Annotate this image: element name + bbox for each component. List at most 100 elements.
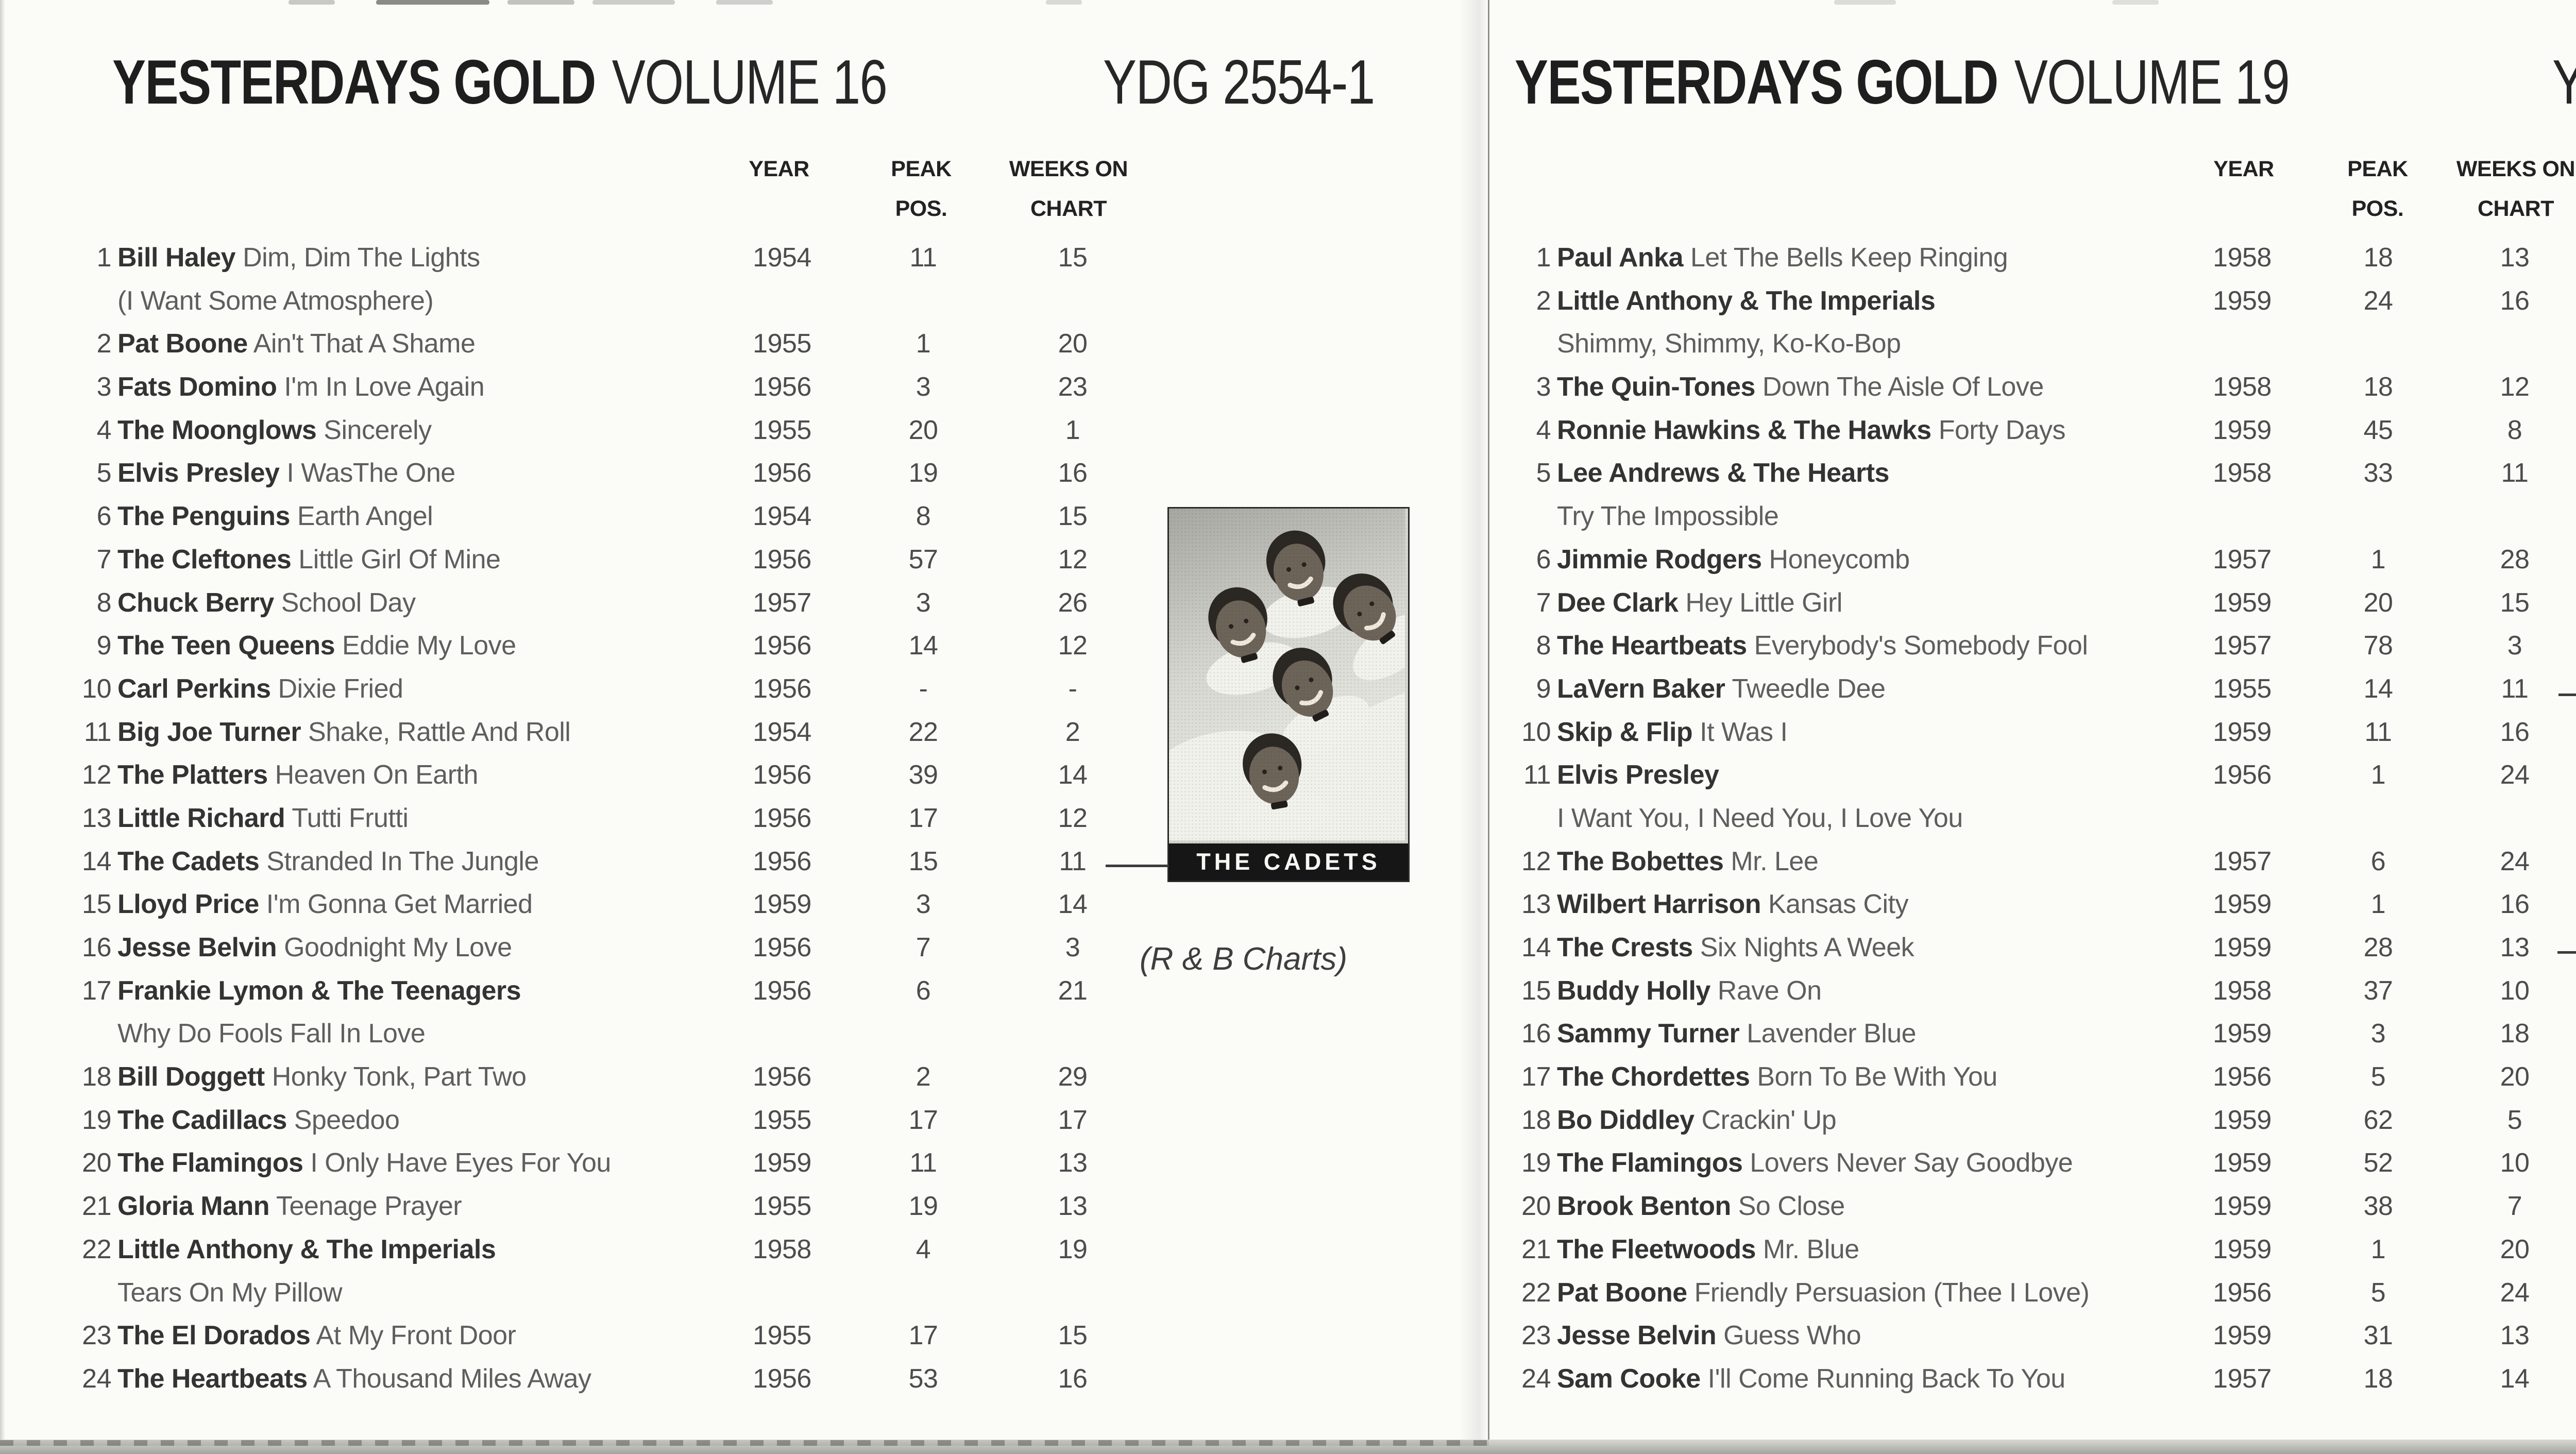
- peak-position-value: 18: [2363, 243, 2393, 273]
- year-value: 1958: [2213, 243, 2272, 273]
- weeks-on-chart-value: 16: [1058, 1363, 1088, 1394]
- peak-position-value: 11: [909, 1148, 937, 1178]
- track-text: Gloria Mann Teenage Prayer: [117, 1191, 462, 1222]
- year-value: 1957: [2213, 846, 2272, 876]
- weeks-on-chart-value: 16: [2500, 889, 2530, 920]
- track-text: The Chordettes Born To Be With You: [1557, 1061, 1997, 1092]
- peak-position-value: 39: [908, 760, 938, 790]
- song-title: (I Want Some Atmosphere): [117, 285, 434, 316]
- year-value: 1959: [753, 889, 811, 920]
- track-text: Skip & Flip It Was I: [1557, 717, 1788, 748]
- song-title: Stranded In The Jungle: [266, 846, 539, 876]
- artist-name: Skip & Flip: [1557, 717, 1693, 747]
- peak-position-value: 28: [2363, 933, 2393, 962]
- year-value: 1959: [2213, 285, 2272, 316]
- song-title: Everybody's Somebody Fool: [1754, 631, 2088, 661]
- peak-position-value: 53: [908, 1363, 938, 1394]
- artist-name: Jimmie Rodgers: [1557, 544, 1762, 574]
- peak-position-value: 33: [2363, 458, 2393, 488]
- peak-position-value: 3: [916, 889, 931, 920]
- artist-name: The Cadillacs: [117, 1105, 287, 1135]
- track-number: 22: [1521, 1277, 1551, 1308]
- track-text: LaVern Baker Tweedle Dee: [1557, 673, 1886, 704]
- track-number: 17: [1521, 1062, 1551, 1092]
- track-number: 19: [82, 1105, 111, 1135]
- song-title: School Day: [281, 587, 416, 618]
- peak-position-value: 15: [908, 846, 938, 876]
- artist-name: The Teen Queens: [117, 631, 335, 661]
- song-title: Why Do Fools Fall In Love: [117, 1019, 426, 1049]
- year-value: 1955: [753, 329, 811, 359]
- track-text: Lee Andrews & The Hearts: [1557, 458, 1889, 488]
- track-number: 12: [82, 760, 111, 790]
- track-text: Pat Boone Friendly Persuasion (Thee I Lo…: [1557, 1277, 2090, 1308]
- weeks-on-chart-value: 24: [2500, 760, 2530, 790]
- weeks-on-chart-value: 11: [2501, 458, 2529, 488]
- year-value: 1957: [2213, 1363, 2272, 1394]
- track-text: Bo Diddley Crackin' Up: [1557, 1105, 1837, 1136]
- peak-position-value: 52: [2363, 1148, 2393, 1178]
- song-title: I Want You, I Need You, I Love You: [1557, 803, 1963, 833]
- scan-edge-bottom-serration: [0, 1440, 1489, 1446]
- track-text: The Quin-Tones Down The Aisle Of Love: [1557, 371, 2044, 402]
- artist-name: Lee Andrews & The Hearts: [1557, 458, 1889, 488]
- weeks-on-chart-value: 15: [1058, 501, 1088, 532]
- weeks-on-chart-value: 14: [2500, 1363, 2530, 1394]
- scan-smudge: [289, 0, 335, 5]
- artist-name: Elvis Presley: [1557, 760, 1719, 790]
- peak-position-value: 11: [909, 243, 937, 273]
- weeks-on-chart-value: 11: [1059, 846, 1087, 876]
- song-title: Speedoo: [294, 1105, 400, 1135]
- track-text: Carl Perkins Dixie Fried: [117, 673, 403, 704]
- artist-name: The Penguins: [117, 501, 290, 532]
- track-number: 19: [1521, 1148, 1551, 1178]
- track-text: Bill Haley Dim, Dim The Lights: [117, 242, 480, 273]
- track-number: 7: [1536, 587, 1551, 618]
- artist-name: Bill Haley: [117, 243, 236, 273]
- track-text: The El Dorados At My Front Door: [117, 1320, 516, 1351]
- year-value: 1956: [753, 933, 811, 962]
- peak-position-value: 45: [2363, 415, 2393, 445]
- rnb-charts-note: (R & B Charts): [1140, 941, 1348, 977]
- year-value: 1955: [2213, 673, 2272, 704]
- track-number: 11: [84, 717, 111, 747]
- year-value: 1956: [753, 1062, 811, 1092]
- song-title: Little Girl Of Mine: [298, 544, 501, 574]
- track-text: (I Want Some Atmosphere): [117, 285, 434, 316]
- weeks-on-chart-value: 26: [1058, 587, 1088, 618]
- song-title: Eddie My Love: [342, 631, 516, 661]
- track-number: 13: [82, 803, 111, 833]
- year-value: 1957: [2213, 544, 2272, 574]
- year-value: 1956: [753, 372, 811, 402]
- weeks-on-chart-value: 17: [1058, 1105, 1088, 1135]
- weeks-on-chart-value: 10: [2500, 975, 2530, 1006]
- weeks-on-chart-value: 16: [2500, 285, 2530, 316]
- artist-name: Paul Anka: [1557, 243, 1684, 273]
- weeks-on-chart-value: 16: [2500, 717, 2530, 747]
- artist-name: The Flamingos: [117, 1148, 303, 1178]
- column-header-year: YEAR: [749, 157, 809, 181]
- peak-position-value: 24: [2363, 285, 2393, 316]
- track-text: Try The Impossible: [1557, 501, 1779, 532]
- track-number: 15: [1521, 975, 1551, 1006]
- catalog-number: YDG 2554-4: [2552, 48, 2576, 116]
- track-text: Little Anthony & The Imperials: [1557, 285, 1936, 316]
- track-number: 16: [82, 933, 111, 962]
- peak-position-value: 22: [908, 717, 938, 747]
- track-text: The Crests Six Nights A Week: [1557, 932, 1914, 963]
- weeks-on-chart-value: 3: [1065, 933, 1080, 962]
- track-number: 15: [82, 889, 111, 920]
- song-title: Dixie Fried: [278, 673, 403, 704]
- song-title: I Only Have Eyes For You: [310, 1148, 611, 1178]
- column-header-peak-pos: PEAK POS.: [2347, 157, 2408, 221]
- year-value: 1955: [753, 1105, 811, 1135]
- weeks-on-chart-value: 13: [1058, 1191, 1088, 1222]
- artist-name: Little Anthony & The Imperials: [1557, 285, 1936, 316]
- track-number: 6: [96, 501, 112, 532]
- peak-position-value: 3: [2370, 1019, 2386, 1049]
- track-number: 24: [1521, 1363, 1551, 1394]
- track-number: 1: [1536, 243, 1551, 273]
- year-value: 1959: [2213, 1234, 2272, 1264]
- artist-name: Pat Boone: [1557, 1277, 1687, 1308]
- artist-name: The Fleetwoods: [1557, 1234, 1756, 1264]
